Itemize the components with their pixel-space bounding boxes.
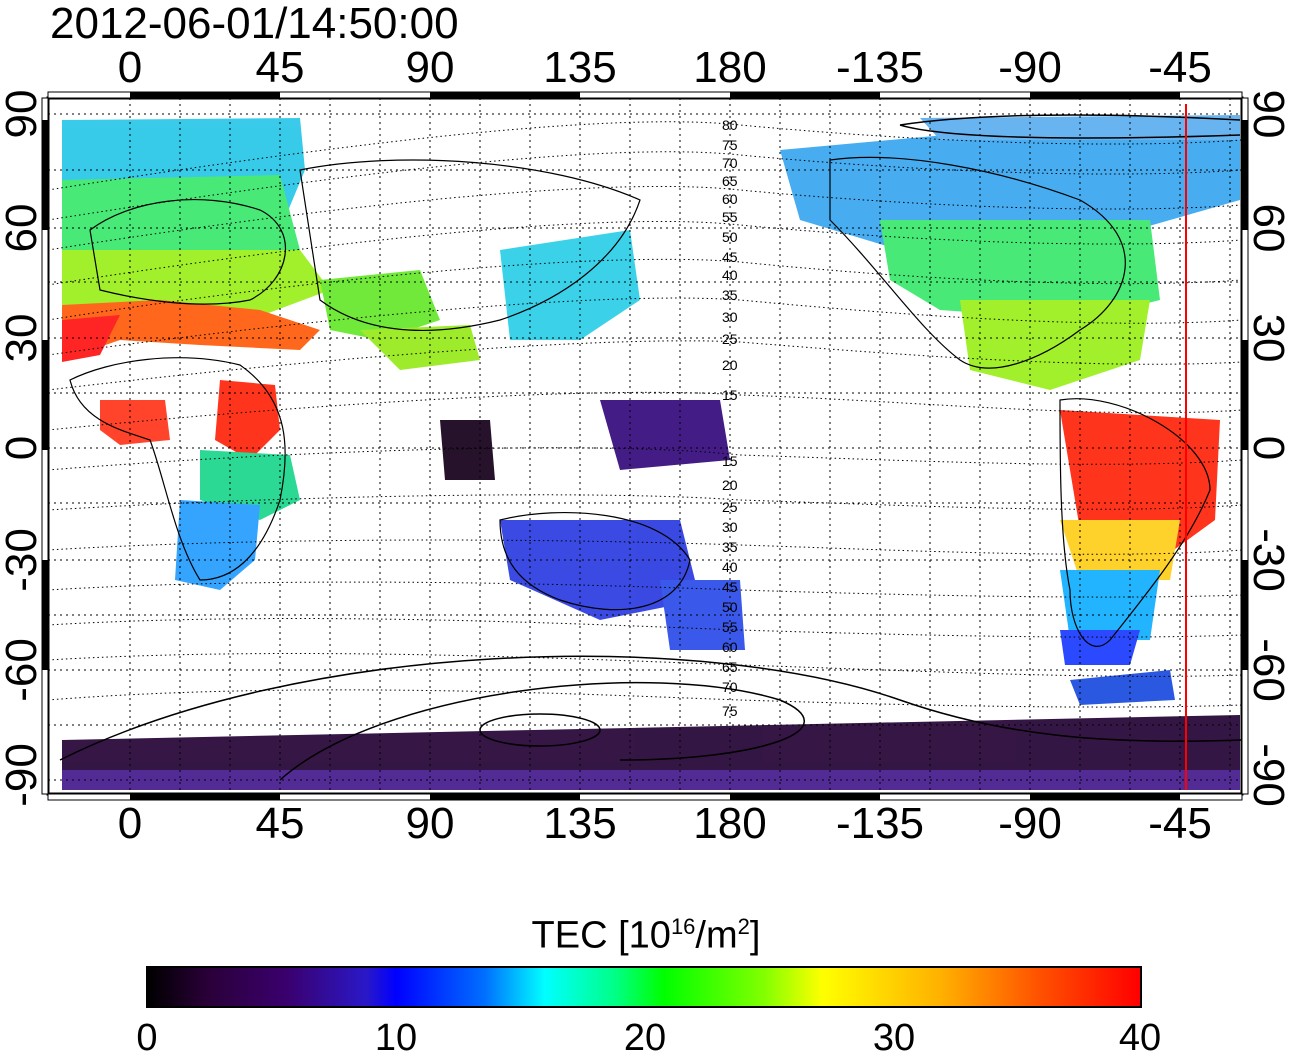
contour-label: 70 (722, 155, 738, 171)
contour-label: 65 (722, 173, 738, 189)
contour-label: 50 (722, 599, 738, 615)
colorbar-label-end: ] (749, 914, 761, 957)
contour-label: 75 (722, 703, 738, 719)
contour-label: 55 (722, 619, 738, 635)
lon-tick-top: -135 (835, 43, 925, 92)
contour-label: 20 (722, 477, 738, 493)
contour-label: 30 (722, 519, 738, 535)
colorbar-tick: 40 (1118, 1017, 1162, 1059)
lon-tick-top: 135 (543, 43, 617, 92)
colorbar-tick: 20 (623, 1017, 667, 1059)
colorbar-label: TEC [1016/m2] (0, 905, 1292, 958)
contour-label: 45 (722, 249, 738, 265)
magnetic-latitude-contours (47, 121, 1243, 708)
lon-tick-bottom: 0 (117, 799, 143, 848)
lon-tick-bottom: 45 (255, 799, 305, 848)
colorbar-label-mid: /m (695, 914, 738, 957)
contour-label: 45 (722, 579, 738, 595)
lon-tick-top: 0 (117, 43, 143, 92)
contour-label: 60 (722, 191, 738, 207)
lon-tick-top: 90 (405, 43, 455, 92)
contour-label: 35 (722, 287, 738, 303)
colorbar-label-main: TEC [10 (531, 914, 671, 957)
contour-label-group: 80 75 70 65 60 55 50 45 40 35 30 25 20 1… (722, 117, 738, 719)
contour-label: 15 (722, 453, 738, 469)
lon-tick-bottom: 90 (405, 799, 455, 848)
contour-label: 40 (722, 267, 738, 283)
contour-label: 55 (722, 209, 738, 225)
lon-tick-bottom: -45 (1148, 799, 1212, 848)
coastlines (69, 156, 1211, 647)
colorbar-tick: 0 (136, 1017, 158, 1059)
contour-label: 20 (722, 357, 738, 373)
contour-label: 15 (722, 387, 738, 403)
contour-label: 35 (722, 539, 738, 555)
contour-label: 25 (722, 331, 738, 347)
lon-tick-bottom: 180 (693, 799, 767, 848)
contour-label: 30 (722, 309, 738, 325)
colorbar-label-sup2: 2 (737, 914, 750, 939)
colorbar-label-sup1: 16 (670, 914, 696, 939)
lon-tick-bottom: -135 (835, 799, 925, 848)
contour-label: 25 (722, 499, 738, 515)
map-title: 2012-06-01/14:50:00 (50, 0, 459, 48)
lon-tick-bottom: 135 (543, 799, 617, 848)
lon-tick-top: 45 (255, 43, 305, 92)
lon-tick-bottom: -90 (998, 799, 1062, 848)
colorbar-tick: 10 (374, 1017, 418, 1059)
tec-map: 80 75 70 65 60 55 50 45 40 35 30 25 20 1… (41, 91, 1249, 801)
colorbar (146, 966, 1142, 1008)
lon-tick-top: -45 (1148, 43, 1212, 92)
axis-scale-bars (41, 91, 1249, 801)
contour-label: 75 (722, 137, 738, 153)
contour-label: 60 (722, 639, 738, 655)
lon-tick-top: 180 (693, 43, 767, 92)
contour-label: 70 (722, 679, 738, 695)
contour-label: 65 (722, 659, 738, 675)
colorbar-tick: 30 (872, 1017, 916, 1059)
contour-label: 40 (722, 559, 738, 575)
contour-label: 80 (722, 117, 738, 133)
contour-label: 50 (722, 229, 738, 245)
lon-tick-top: -90 (998, 43, 1062, 92)
polar-contours (59, 114, 1243, 781)
